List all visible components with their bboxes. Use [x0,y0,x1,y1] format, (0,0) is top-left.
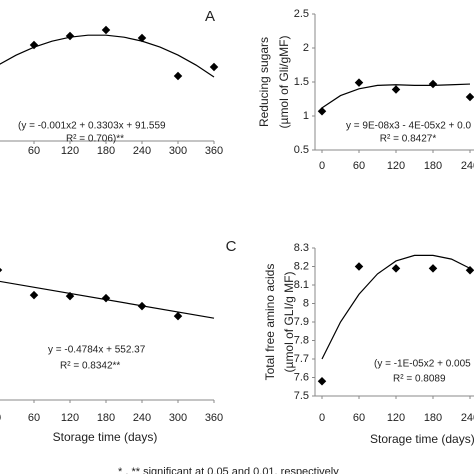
y-tick-label: 7.7 [294,353,309,365]
y-tick-label: 1 [303,110,309,122]
y-tick-label: 8.1 [294,279,309,291]
point [137,33,147,43]
x-tick-label: 60 [353,160,365,172]
point [0,265,3,275]
trend-line [0,34,215,78]
point [465,265,474,275]
footnote: * , ** significant at 0.05 and 0.01, res… [118,466,339,474]
y-axis-label: (µmol of GLI/g MF) [282,272,296,373]
x-tick-label: 60 [353,412,365,424]
y-tick-label: 7.9 [294,316,309,328]
equation: (y = -0.001x2 + 0.3303x + 91.559 [18,121,166,132]
equation: R² = 0.8089 [393,374,446,385]
x-tick-label: 180 [97,145,115,157]
point [173,71,183,81]
point [65,31,75,41]
point [173,311,183,321]
point [29,40,39,50]
equation: (y = -1E-05x2 + 0.005 [374,359,471,370]
panel-label: A [205,8,215,25]
equation: R² = 0.8427* [380,134,437,145]
equation: y = 9E-08x3 - 4E-05x2 + 0.0 [346,121,472,132]
point [317,106,327,116]
x-tick-label: 360 [205,145,223,157]
point [29,290,39,300]
y-tick-label: 7.5 [294,390,309,402]
panel-label: C [226,238,237,255]
x-tick-label: 180 [97,412,115,424]
point [101,293,111,303]
y-tick-label: 8 [303,297,309,309]
x-tick-label: 120 [61,412,79,424]
x-tick-label: 60 [28,145,40,157]
x-tick-label: 120 [387,160,405,172]
x-tick-label: 240 [461,412,474,424]
x-axis-label: Storage time (days) [53,430,158,444]
point [354,262,364,271]
point [137,301,147,311]
y-tick-label: 2.5 [294,8,309,20]
x-tick-label: 0 [319,160,325,172]
trend-line [321,83,471,109]
x-tick-label: 120 [387,412,405,424]
point [465,92,474,102]
y-axis-label: (µmol of Gli/gMF) [277,36,291,129]
point [209,62,219,72]
point [391,85,401,94]
y-tick-label: 8.3 [294,242,309,254]
x-axis-label: Storage time (days) [370,432,474,446]
point [317,376,327,386]
x-tick-label: 0 [0,412,1,424]
y-axis-label: Reducing sugars [257,37,271,127]
x-tick-label: 240 [133,145,151,157]
equation: R² = 0.8342** [60,361,120,372]
point [391,264,401,273]
x-tick-label: 0 [319,412,325,424]
y-axis-label: Total free amino acids [263,264,277,381]
point [428,264,438,273]
x-tick-label: 240 [461,160,474,172]
x-tick-label: 180 [424,160,442,172]
x-tick-label: 360 [205,412,223,424]
point [428,79,438,89]
x-tick-label: 120 [61,145,79,157]
y-tick-label: 8.2 [294,260,309,272]
y-tick-label: 7.6 [294,371,309,383]
point [354,78,364,87]
y-tick-label: 1.5 [294,76,309,88]
trend-line [321,254,471,360]
y-tick-label: 7.8 [294,334,309,346]
equation: R² = 0.706)** [66,134,124,145]
x-tick-label: 60 [28,412,40,424]
x-tick-label: 240 [133,412,151,424]
x-tick-label: 180 [424,412,442,424]
equation: y = -0.4784x + 552.37 [48,345,146,356]
x-tick-label: 300 [169,412,187,424]
y-tick-label: 2 [303,42,309,54]
point [65,291,75,301]
point [101,25,111,35]
x-tick-label: 300 [169,145,187,157]
y-tick-label: 0.5 [294,144,309,156]
